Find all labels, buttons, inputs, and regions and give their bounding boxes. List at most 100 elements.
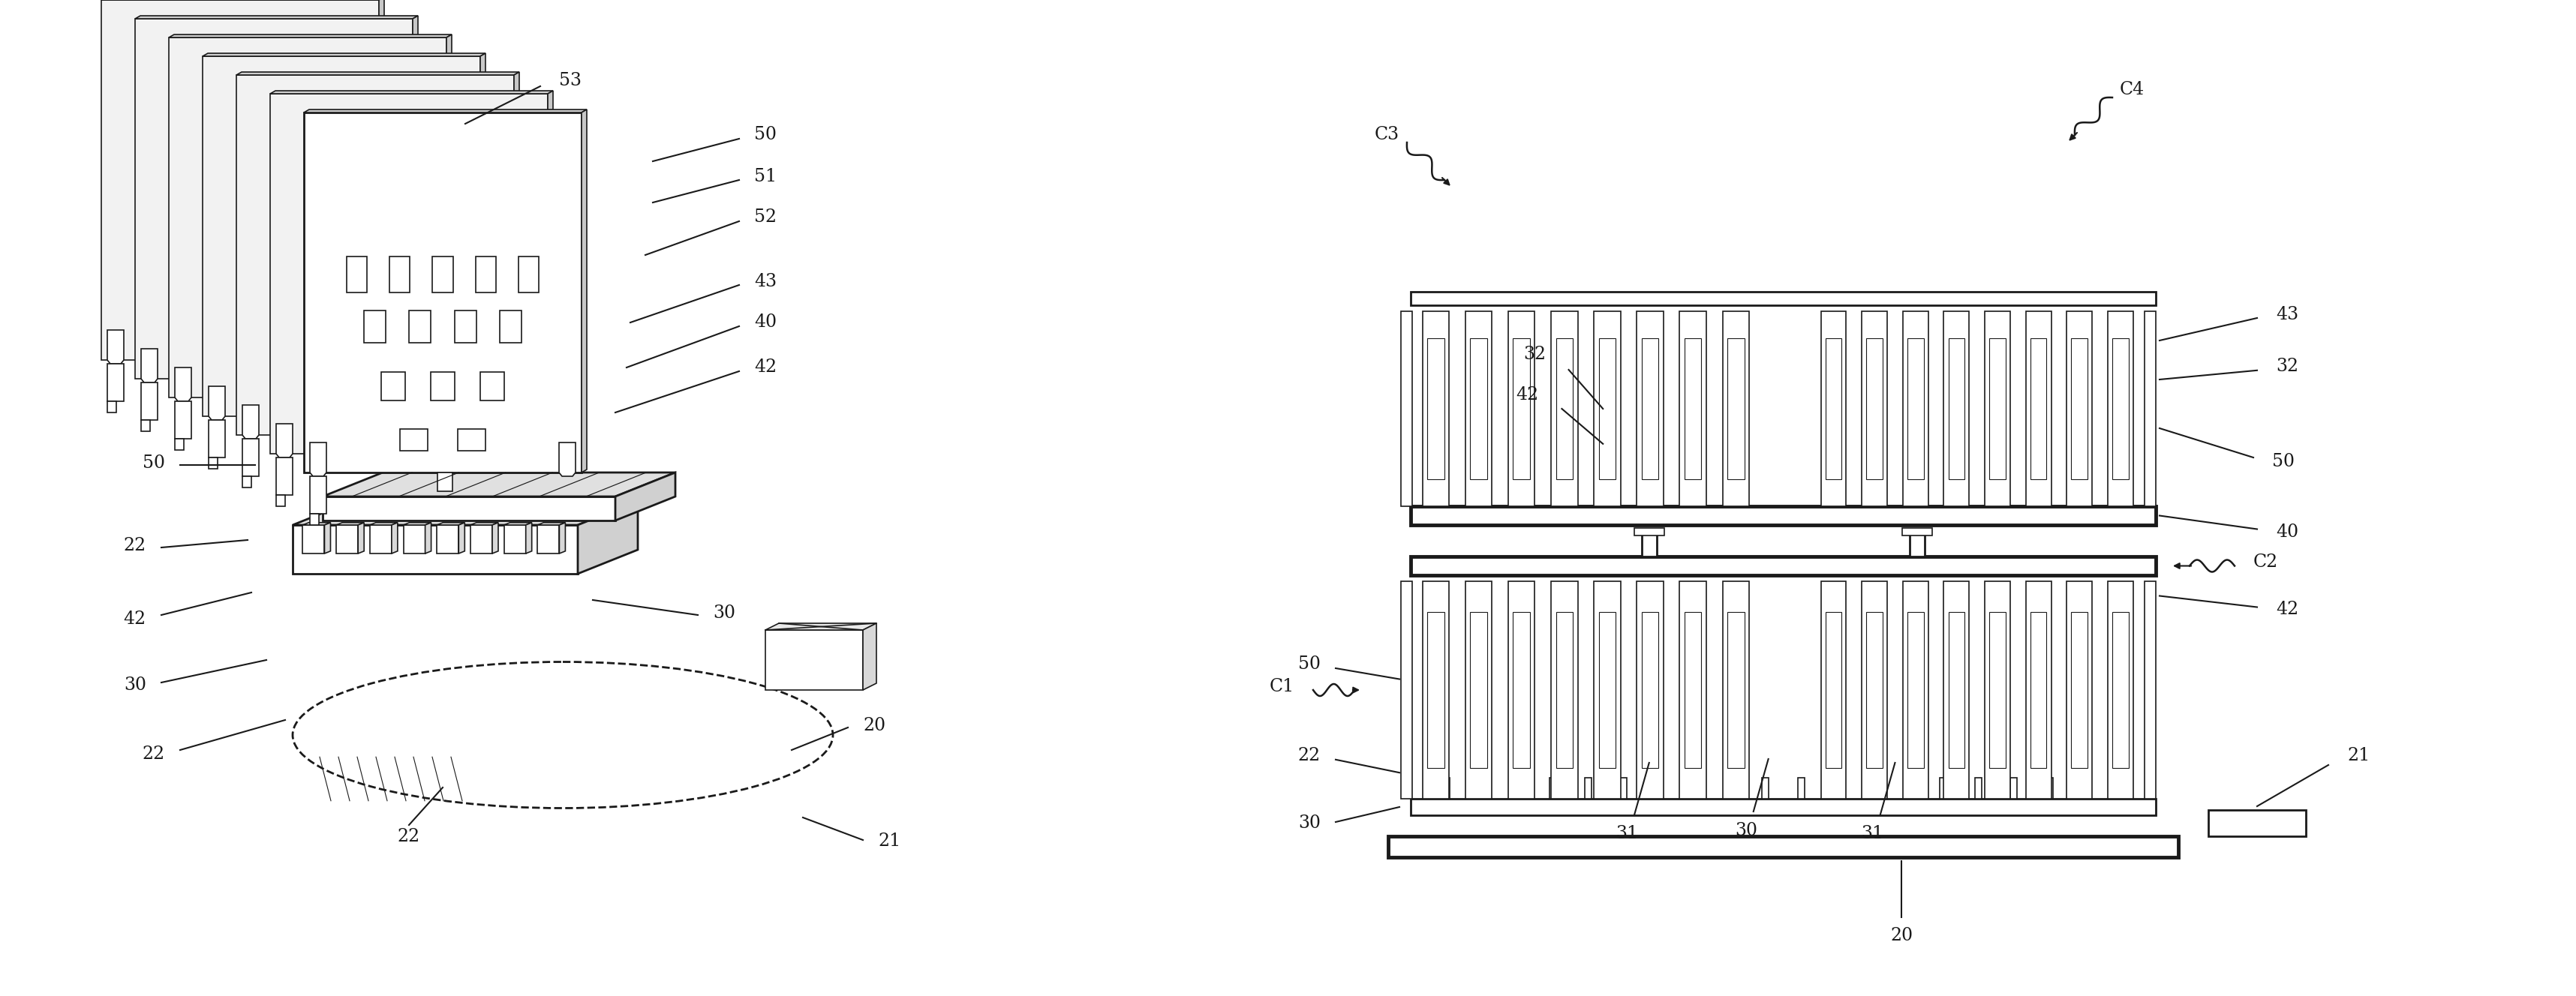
Text: 22: 22 <box>1298 747 1321 764</box>
Bar <box>1762 778 1770 799</box>
Bar <box>518 257 538 293</box>
Polygon shape <box>404 523 430 525</box>
Text: 21: 21 <box>878 833 902 851</box>
Bar <box>2030 339 2045 479</box>
Bar <box>1904 778 1911 799</box>
Bar <box>2066 311 2092 506</box>
Bar <box>2117 778 2123 799</box>
Polygon shape <box>309 442 327 476</box>
Bar <box>404 454 417 472</box>
Bar <box>301 397 317 416</box>
Bar <box>1984 582 2009 799</box>
Polygon shape <box>170 38 446 397</box>
Text: 22: 22 <box>397 828 420 845</box>
Bar <box>1422 582 1450 799</box>
Polygon shape <box>242 405 258 439</box>
Polygon shape <box>425 523 430 554</box>
Bar <box>1401 311 1412 506</box>
Text: 32: 32 <box>1522 346 1546 363</box>
Polygon shape <box>358 523 363 554</box>
Bar <box>1388 837 2179 858</box>
Bar <box>1466 311 1492 506</box>
Bar <box>1584 778 1592 799</box>
Bar <box>1940 778 1947 799</box>
Polygon shape <box>479 53 484 416</box>
Polygon shape <box>559 523 564 554</box>
Bar <box>1412 799 2156 816</box>
Polygon shape <box>337 525 358 554</box>
Text: 31: 31 <box>1862 826 1883 843</box>
Bar <box>381 372 404 400</box>
Bar <box>1685 339 1700 479</box>
Bar <box>1821 311 1847 506</box>
Bar <box>1600 339 1615 479</box>
Bar <box>482 372 505 400</box>
Polygon shape <box>389 349 407 382</box>
Bar <box>1692 778 1698 799</box>
Bar <box>142 382 157 420</box>
Bar <box>1909 534 1924 557</box>
Bar <box>1422 311 1450 506</box>
Text: C4: C4 <box>2120 82 2146 99</box>
Polygon shape <box>505 523 531 525</box>
Bar <box>430 372 453 400</box>
Text: 22: 22 <box>142 745 165 762</box>
Text: 32: 32 <box>2275 358 2298 375</box>
Bar <box>1551 311 1577 506</box>
Bar <box>1512 339 1530 479</box>
Text: C1: C1 <box>1270 677 1293 695</box>
Bar <box>1443 778 1450 799</box>
Text: 30: 30 <box>1734 822 1757 839</box>
Bar <box>2071 612 2087 768</box>
Text: 42: 42 <box>1517 386 1538 403</box>
Bar <box>368 435 384 454</box>
Polygon shape <box>270 94 549 454</box>
Bar <box>1510 311 1535 506</box>
Text: 50: 50 <box>755 126 775 143</box>
Bar <box>1548 778 1556 799</box>
Bar <box>2112 612 2128 768</box>
Text: 21: 21 <box>2347 747 2370 765</box>
Polygon shape <box>765 623 876 630</box>
Bar <box>500 311 520 343</box>
Bar <box>1595 582 1620 799</box>
Bar <box>459 429 484 451</box>
Polygon shape <box>446 35 451 397</box>
Bar <box>2009 778 2017 799</box>
Bar <box>1947 612 1965 768</box>
Bar <box>1556 612 1574 768</box>
Polygon shape <box>582 110 587 472</box>
Bar <box>1868 339 1883 479</box>
Bar <box>276 457 294 495</box>
Bar <box>268 378 283 397</box>
Bar <box>1620 778 1628 799</box>
Text: 53: 53 <box>559 73 582 90</box>
Polygon shape <box>438 525 459 554</box>
Polygon shape <box>425 368 440 401</box>
Polygon shape <box>322 496 616 521</box>
Polygon shape <box>526 423 541 457</box>
Polygon shape <box>175 368 191 401</box>
Bar <box>1834 778 1839 799</box>
Bar <box>1412 506 2156 525</box>
Bar <box>2146 311 2156 506</box>
Polygon shape <box>863 623 876 690</box>
Bar <box>1680 582 1705 799</box>
Bar <box>1723 311 1749 506</box>
Text: C2: C2 <box>2254 554 2277 571</box>
Bar <box>175 401 191 439</box>
Bar <box>348 257 368 293</box>
Bar <box>108 364 124 401</box>
Text: C3: C3 <box>1376 126 1399 143</box>
Bar <box>1989 612 2007 768</box>
Polygon shape <box>276 423 294 457</box>
Polygon shape <box>304 113 582 472</box>
Polygon shape <box>204 53 484 56</box>
Polygon shape <box>142 349 157 382</box>
Polygon shape <box>322 472 675 496</box>
Bar <box>1641 339 1659 479</box>
Polygon shape <box>304 525 325 554</box>
Bar <box>1466 582 1492 799</box>
Bar <box>389 257 410 293</box>
Polygon shape <box>459 523 464 554</box>
